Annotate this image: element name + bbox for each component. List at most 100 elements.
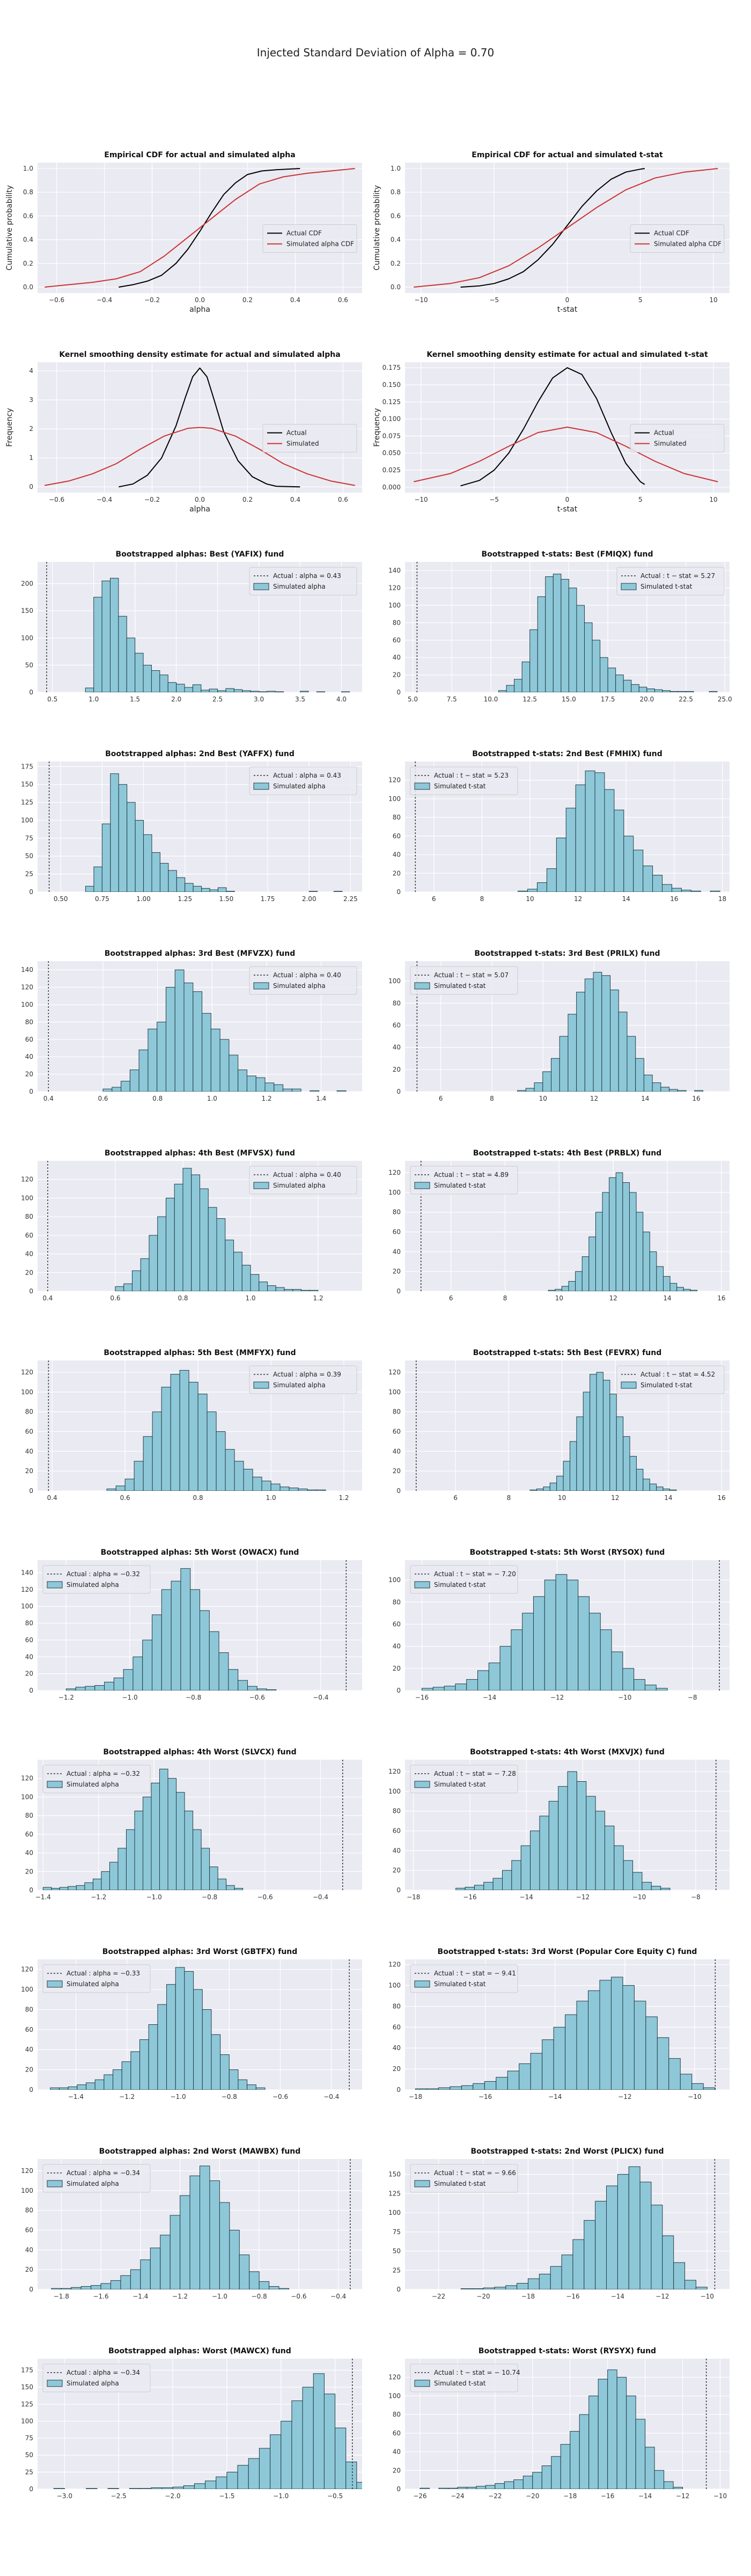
legend-patch-swatch xyxy=(47,2180,63,2187)
x-tick-label: 2.25 xyxy=(343,895,358,903)
y-tick-label: 175 xyxy=(21,763,33,770)
histogram-bar xyxy=(113,2069,122,2090)
y-tick-label: 60 xyxy=(25,2026,33,2033)
chart-panel-22: −22 −20 −18 −16 −14 −12 −10 0 25 50 75 100 125 150 Boo… xyxy=(388,2147,730,2300)
plot-content xyxy=(65,1560,347,1690)
histogram-bar xyxy=(595,1212,603,1291)
histogram-bar xyxy=(201,690,210,692)
histogram-bar xyxy=(115,1286,124,1291)
histogram-bar xyxy=(165,1197,175,1291)
y-tick-label: 80 xyxy=(25,1408,33,1416)
histogram-bar xyxy=(537,596,546,692)
histogram-bar xyxy=(444,1686,456,1690)
x-tick-label: −8 xyxy=(691,1893,701,1901)
histogram-bar xyxy=(518,890,528,892)
histogram-bar xyxy=(563,1461,570,1491)
histogram-bar xyxy=(492,1878,503,1890)
plot-content xyxy=(460,2159,716,2289)
legend: Actual : alpha = −0.34 Simulated alpha xyxy=(42,2363,151,2392)
y-tick-label: 140 xyxy=(388,567,401,574)
y-tick-label: 100 xyxy=(21,1001,33,1008)
x-tick-label: 14 xyxy=(664,1494,672,1502)
histogram-bar xyxy=(642,1882,652,1890)
histogram-bar xyxy=(118,616,127,692)
legend-patch-swatch xyxy=(47,1980,63,1988)
legend-label: Simulated xyxy=(286,440,319,448)
y-tick-label: 120 xyxy=(388,584,401,592)
chart-panel-17: −1.4 −1.2 −1.0 −0.8 −0.6 −0.4 0 20 40 60 80 100 120 B… xyxy=(21,1748,362,1901)
histogram-bar xyxy=(308,891,318,892)
histogram-bar xyxy=(202,2009,212,2090)
histogram-bar xyxy=(556,837,566,892)
histogram-bar xyxy=(182,1168,192,1291)
histogram-bar xyxy=(575,784,586,892)
histogram-bar xyxy=(316,1489,326,1491)
y-tick-label: 60 xyxy=(25,1232,33,1239)
histogram-bar xyxy=(627,1036,636,1092)
y-tick-label: 60 xyxy=(25,1036,33,1043)
histogram-bar xyxy=(120,2275,131,2289)
x-tick-label: −10 xyxy=(632,1893,646,1901)
histogram-bar xyxy=(259,2448,271,2489)
x-tick-label: −1.4 xyxy=(35,1893,51,1901)
y-tick-label: 150 xyxy=(21,607,33,614)
histogram-bar xyxy=(556,1475,564,1491)
histogram-bar xyxy=(484,2081,497,2090)
histogram-bar xyxy=(600,1629,612,1690)
legend-label: Actual : alpha = −0.32 xyxy=(67,1770,140,1777)
histogram-bar xyxy=(51,1888,60,1890)
histogram-bar xyxy=(660,1887,671,1890)
histogram-bar xyxy=(673,2262,686,2289)
y-tick-label: 60 xyxy=(25,1428,33,1436)
histogram-bar xyxy=(209,889,218,892)
x-tick-label: −10 xyxy=(713,2492,727,2500)
histogram-bar xyxy=(638,686,647,692)
plot-content xyxy=(48,961,347,1092)
histogram-bar xyxy=(588,2395,599,2489)
chart-panel-24: −26 −24 −22 −20 −18 −16 −14 −12 −10 0 20 40 60 80 100 1… xyxy=(388,2347,730,2500)
histogram-bar xyxy=(517,1090,526,1092)
histogram-bar xyxy=(654,2470,665,2489)
legend-box xyxy=(616,567,725,596)
histogram-bar xyxy=(548,1290,556,1291)
y-tick-label: 60 xyxy=(393,832,401,840)
y-tick-label: 0.6 xyxy=(391,212,401,219)
histogram-bar xyxy=(609,1394,617,1491)
chart-title: Bootstrapped t-stats: 3rd Worst (Popular… xyxy=(438,1948,697,1956)
histogram-bar xyxy=(151,852,160,892)
histogram-bar xyxy=(219,1039,230,1092)
histogram-bar xyxy=(568,1281,576,1291)
histogram-bar xyxy=(539,1816,549,1890)
plot-content xyxy=(416,961,703,1092)
histogram-bar xyxy=(284,1289,293,1291)
histogram-bar xyxy=(152,1411,162,1491)
x-tick-label: 1.0 xyxy=(89,696,99,703)
y-tick-label: 20 xyxy=(25,1670,33,1678)
x-tick-label: 15.0 xyxy=(562,696,576,703)
x-tick-label: 7.5 xyxy=(447,696,457,703)
histogram-bar xyxy=(264,1082,275,1092)
x-tick-label: −10 xyxy=(414,296,428,304)
legend-label: Actual : alpha = −0.33 xyxy=(67,1970,140,1977)
histogram-bar xyxy=(545,576,554,692)
y-tick-label: 20 xyxy=(25,1467,33,1475)
x-tick-label: 0.50 xyxy=(54,895,68,903)
histogram-bar xyxy=(601,975,611,1092)
histogram-bar xyxy=(656,1487,664,1491)
histogram-bar xyxy=(226,2471,238,2489)
legend-patch-swatch xyxy=(414,1980,430,1988)
histogram-bar xyxy=(335,2427,347,2489)
histogram-bar xyxy=(677,1090,687,1092)
histogram-bar xyxy=(669,1489,677,1491)
x-tick-label: 3.5 xyxy=(295,696,305,703)
legend-label: Simulated alpha xyxy=(273,1381,326,1389)
y-tick-label: 175 xyxy=(21,2367,33,2374)
y-tick-label: 1 xyxy=(29,454,33,462)
legend-patch-swatch xyxy=(621,583,637,590)
x-tick-label: 5 xyxy=(638,496,643,503)
chart-panel-3: −0.6 −0.4 −0.2 0.0 0.2 0.4 0.6 0 1 2 3 4 Kernel smoo… xyxy=(5,350,362,514)
y-tick-label: 40 xyxy=(393,2044,401,2052)
histogram-bar xyxy=(259,1282,268,1291)
legend-box xyxy=(42,1765,151,1794)
histogram-bar xyxy=(639,2182,652,2289)
